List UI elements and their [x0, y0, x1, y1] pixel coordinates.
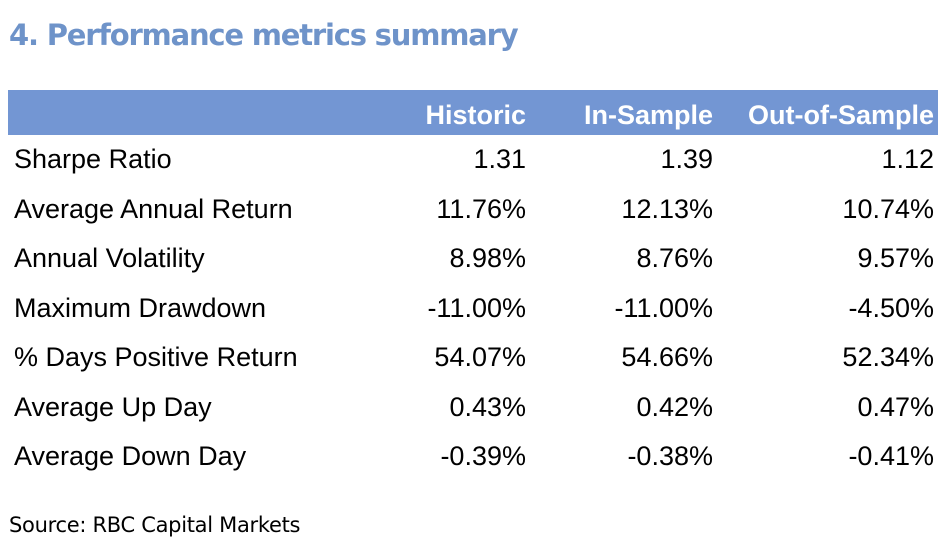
in-sample-value: 8.76% — [636, 243, 713, 273]
in-sample-value: 54.66% — [621, 342, 713, 372]
historic-value: 54.07% — [434, 342, 526, 372]
table-row: Maximum Drawdown -11.00% -11.00% -4.50% — [8, 284, 938, 334]
historic-value: 11.76% — [436, 193, 526, 224]
in-sample-value: 1.39 — [660, 144, 713, 174]
row-label: Average Up Day — [14, 391, 212, 422]
row-label: Annual Volatility — [14, 243, 205, 273]
row-label: Average Down Day — [14, 441, 247, 471]
column-header-in-sample: In-Sample — [583, 100, 713, 130]
row-label: Average Annual Return — [14, 193, 293, 224]
row-label: Sharpe Ratio — [14, 144, 172, 174]
metrics-table: Historic In-Sample Out-of-Sample Sharpe … — [8, 90, 938, 482]
out-of-sample-value: -4.50% — [848, 292, 934, 323]
historic-value: -11.00% — [427, 292, 526, 323]
table-header-row: Historic In-Sample Out-of-Sample — [8, 90, 938, 135]
out-of-sample-value: 9.57% — [857, 243, 934, 273]
page-title: 4. Performance metrics summary — [9, 18, 519, 52]
row-label: % Days Positive Return — [14, 342, 298, 372]
out-of-sample-value: 1.12 — [881, 144, 934, 174]
in-sample-value: 0.42% — [636, 391, 713, 422]
column-header-out-of-sample: Out-of-Sample — [748, 100, 934, 130]
in-sample-value: -11.00% — [614, 292, 713, 323]
historic-value: 1.31 — [473, 144, 526, 174]
historic-value: 0.43% — [449, 391, 526, 422]
historic-value: 8.98% — [449, 243, 526, 273]
table-row: % Days Positive Return 54.07% 54.66% 52.… — [8, 333, 938, 383]
in-sample-value: 12.13% — [621, 193, 713, 224]
table-row: Annual Volatility 8.98% 8.76% 9.57% — [8, 234, 938, 284]
table-row: Sharpe Ratio 1.31 1.39 1.12 — [8, 135, 938, 185]
column-header-historic: Historic — [425, 100, 526, 130]
out-of-sample-value: 10.74% — [842, 193, 934, 224]
historic-value: -0.39% — [440, 441, 526, 471]
row-label: Maximum Drawdown — [14, 292, 267, 323]
table-row: Average Up Day 0.43% 0.42% 0.47% — [8, 383, 938, 433]
out-of-sample-value: 0.47% — [857, 391, 934, 422]
out-of-sample-value: 52.34% — [842, 342, 934, 372]
in-sample-value: -0.38% — [627, 441, 713, 471]
table-row: Average Down Day -0.39% -0.38% -0.41% — [8, 432, 938, 482]
out-of-sample-value: -0.41% — [848, 441, 934, 471]
source-note: Source: RBC Capital Markets — [9, 513, 301, 537]
table-row: Average Annual Return 11.76% 12.13% 10.7… — [8, 185, 938, 235]
